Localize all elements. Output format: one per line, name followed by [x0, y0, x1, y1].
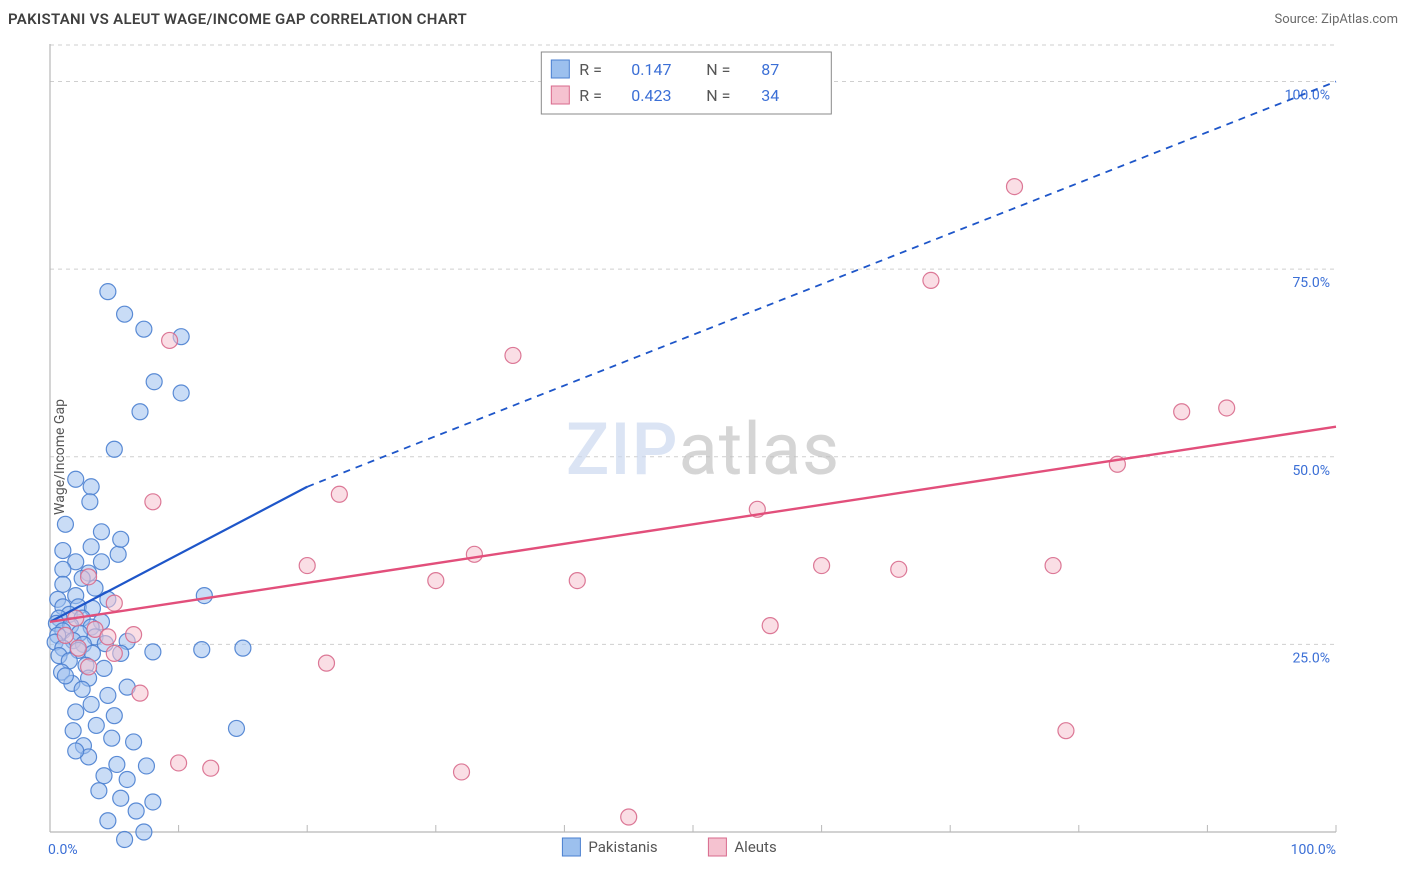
svg-text:R =: R =	[579, 86, 602, 105]
svg-text:Aleuts: Aleuts	[734, 838, 776, 856]
svg-text:34: 34	[761, 86, 779, 105]
svg-text:25.0%: 25.0%	[1292, 650, 1330, 666]
svg-text:100.0%: 100.0%	[1285, 88, 1330, 104]
svg-text:0.147: 0.147	[631, 60, 671, 79]
svg-text:N =: N =	[706, 60, 730, 79]
svg-text:0.0%: 0.0%	[48, 842, 78, 858]
svg-text:87: 87	[761, 60, 779, 79]
svg-text:ZIPatlas: ZIPatlas	[566, 407, 840, 492]
svg-text:75.0%: 75.0%	[1292, 275, 1330, 291]
svg-text:0.423: 0.423	[631, 86, 671, 105]
scatter-chart-svg: 25.0% 50.0% 75.0% 100.0% 0.0% 100.0% ZIPatlas R…	[0, 34, 1406, 880]
chart-source: Source: ZipAtlas.com	[1274, 12, 1398, 27]
svg-text:Pakistanis: Pakistanis	[588, 838, 657, 856]
y-axis-label: Wage/Income Gap	[52, 399, 68, 515]
chart-title: PAKISTANI VS ALEUT WAGE/INCOME GAP CORRE…	[8, 10, 467, 28]
chart-area: Wage/Income Gap 25.0% 50.0% 75.0% 100.0% 0.0…	[0, 34, 1406, 880]
svg-text:R =: R =	[579, 60, 602, 79]
svg-text:N =: N =	[706, 86, 730, 105]
svg-text:50.0%: 50.0%	[1292, 463, 1330, 479]
svg-text:100.0%: 100.0%	[1291, 842, 1336, 858]
